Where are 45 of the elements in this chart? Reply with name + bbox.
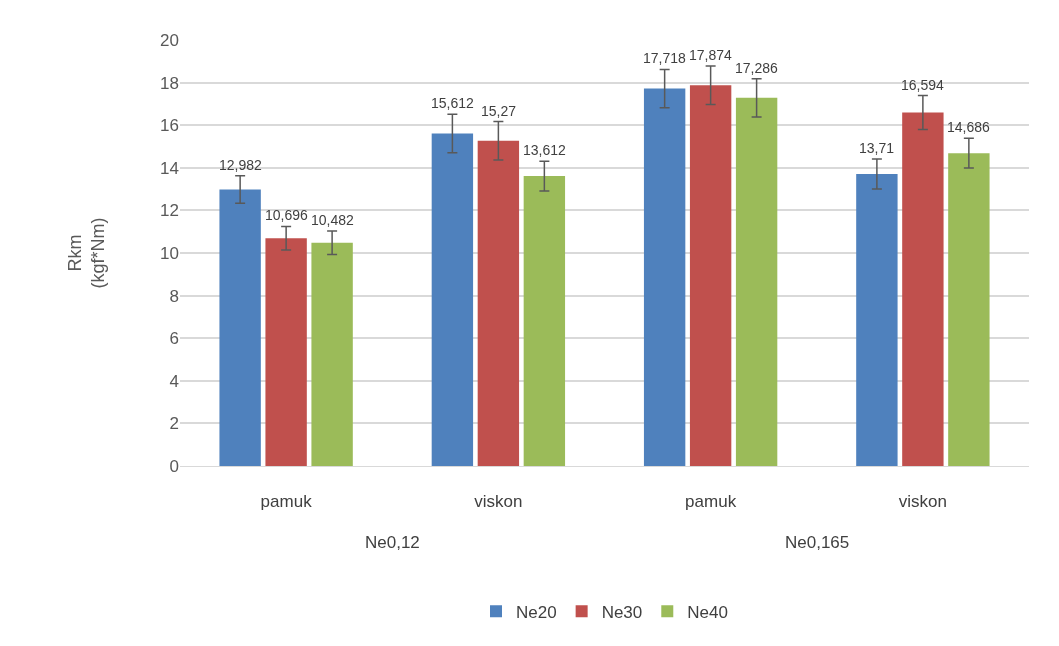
data-label: 17,874 xyxy=(689,47,733,63)
y-tick-label: 14 xyxy=(160,158,179,178)
data-label: 12,982 xyxy=(219,157,263,173)
y-tick-label: 6 xyxy=(169,329,179,349)
data-label: 16,594 xyxy=(901,77,945,93)
y-axis-title: Rkm (kgf*Nm) xyxy=(64,217,109,289)
data-label: 13,71 xyxy=(859,140,895,156)
legend-label: Ne40 xyxy=(687,602,728,622)
x-tick-label: viskon xyxy=(898,492,947,512)
bar xyxy=(902,112,944,466)
y-tick-label: 2 xyxy=(169,414,179,434)
y-tick-label: 4 xyxy=(169,371,179,391)
y-tick-label: 12 xyxy=(160,201,179,221)
data-label: 13,612 xyxy=(523,142,567,158)
data-label: 15,612 xyxy=(431,95,475,111)
data-label: 10,696 xyxy=(265,207,309,223)
x-tick-label: viskon xyxy=(474,492,523,512)
y-tick-label: 10 xyxy=(160,243,179,263)
data-label: 17,718 xyxy=(643,50,687,66)
bar xyxy=(735,97,778,466)
data-label: 15,27 xyxy=(481,103,517,119)
bar xyxy=(431,133,474,466)
bar xyxy=(643,88,686,466)
bar xyxy=(477,140,520,466)
legend-label: Ne20 xyxy=(516,602,557,622)
y-tick-label: 16 xyxy=(160,116,179,136)
bar xyxy=(219,189,261,466)
y-tick-label: 20 xyxy=(160,30,179,50)
bar xyxy=(523,176,566,466)
bar xyxy=(311,242,353,466)
legend-label: Ne30 xyxy=(601,602,643,622)
data-label: 14,686 xyxy=(947,119,991,135)
y-tick-label: 0 xyxy=(169,456,179,476)
y-tick-label: 8 xyxy=(169,286,179,306)
text: Ne0,12 xyxy=(365,533,420,552)
bar xyxy=(689,85,732,466)
bar xyxy=(856,173,898,466)
bar xyxy=(948,153,990,466)
data-label: 17,286 xyxy=(735,60,779,76)
x-tick-label: pamuk xyxy=(260,492,313,512)
bar xyxy=(265,238,307,466)
text: Ne0,165 xyxy=(785,533,850,552)
y-tick-label: 18 xyxy=(160,73,179,93)
data-label: 10,482 xyxy=(311,212,355,228)
x-tick-label: pamuk xyxy=(685,492,737,512)
